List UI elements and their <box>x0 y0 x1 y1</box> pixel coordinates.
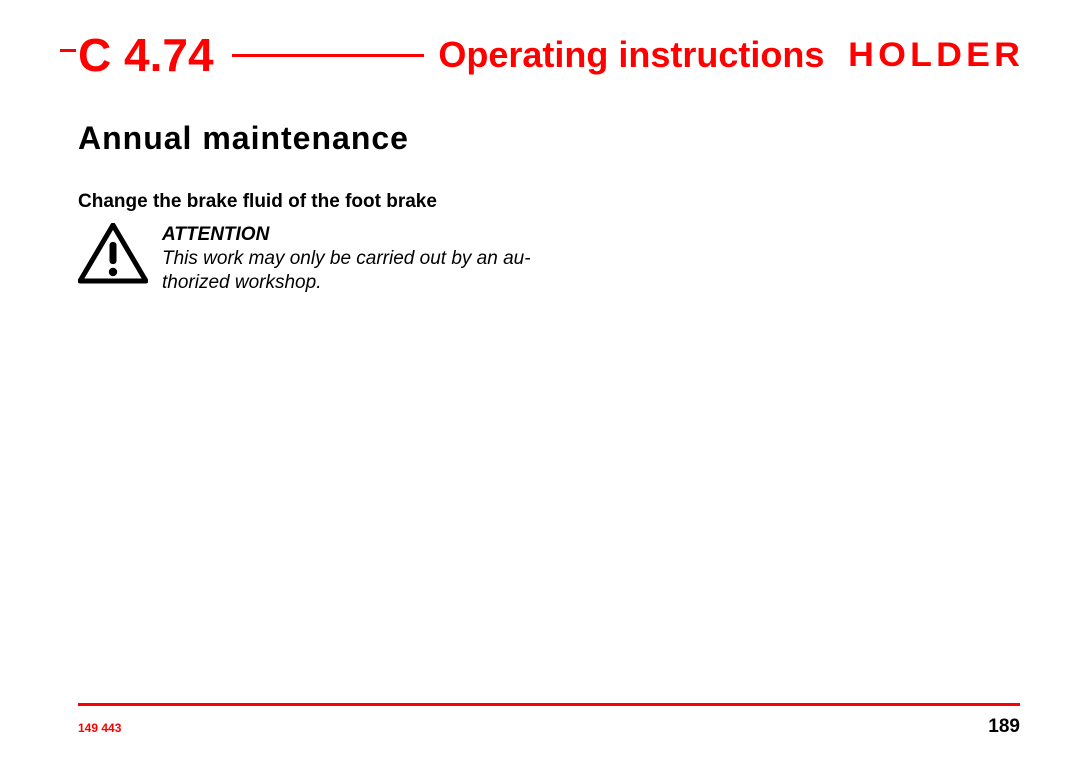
attention-text-wrap: ATTENTION This work may only be carried … <box>162 223 531 294</box>
footer-rule <box>78 703 1020 706</box>
brand-logo: HOLDER <box>834 36 1025 75</box>
model-label: C 4.74 <box>78 28 232 82</box>
attention-body-line2: thorized workshop. <box>162 271 531 295</box>
subheading: Change the brake fluid of the foot brake <box>78 191 1020 213</box>
footer-row: 149 443 189 <box>78 716 1020 738</box>
page-number: 189 <box>988 716 1020 738</box>
doc-title: Operating instructions <box>424 34 838 76</box>
header-row: C 4.74 Operating instructions HOLDER <box>78 28 1020 82</box>
header-rule-pre <box>60 49 76 52</box>
warning-icon <box>78 223 148 285</box>
attention-label: ATTENTION <box>162 223 531 247</box>
doc-number: 149 443 <box>78 721 121 735</box>
attention-body-line1: This work may only be carried out by an … <box>162 247 531 271</box>
attention-block: ATTENTION This work may only be carried … <box>78 223 1020 294</box>
section-heading: Annual maintenance <box>78 120 1020 157</box>
header-rule-1 <box>232 54 425 57</box>
footer: 149 443 189 <box>78 703 1020 738</box>
